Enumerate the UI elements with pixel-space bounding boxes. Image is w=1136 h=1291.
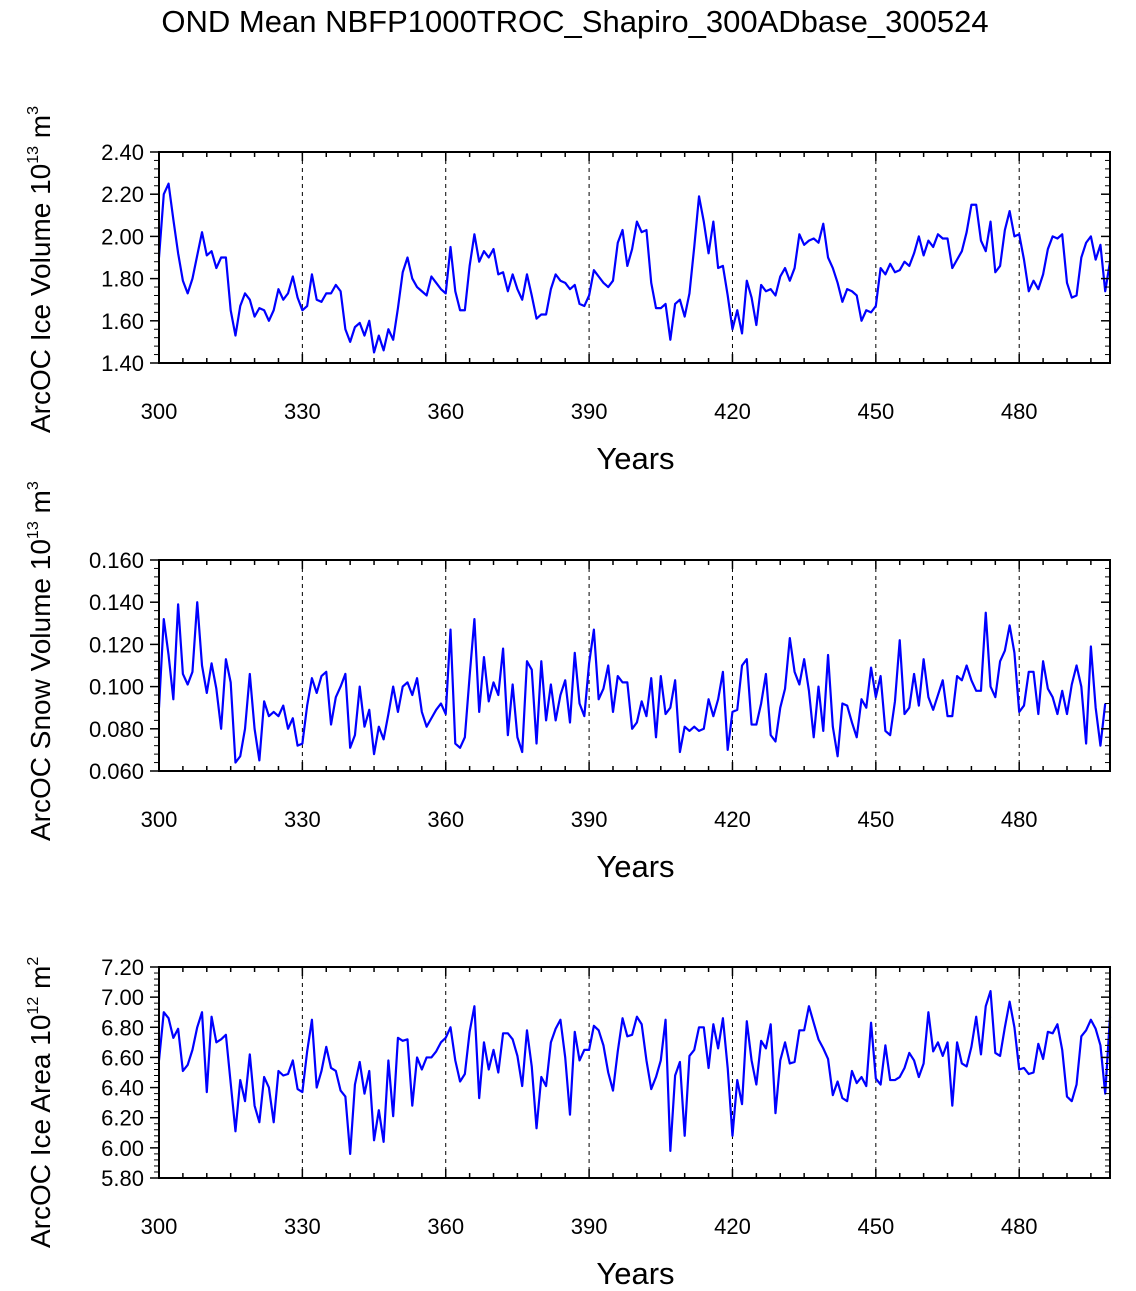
series-line: [157, 182, 1112, 354]
y-tick-label: 6.40: [101, 1076, 144, 1101]
y-tick-label: 6.20: [101, 1106, 144, 1131]
y-tick-label: 0.080: [89, 717, 144, 742]
panel-snow-volume: 300 330 360 390 420 450 480 0.060 0.080 0.100 0.12…: [25, 481, 1111, 884]
x-tick-label: 420: [714, 1214, 751, 1239]
y-tick-label: 7.20: [101, 955, 144, 980]
y-tick-label: 6.00: [101, 1136, 144, 1161]
y-tick-label: 0.060: [89, 759, 144, 784]
x-tick-label: 450: [857, 399, 894, 424]
y-title-unit-exponent: 3: [25, 481, 42, 490]
y-tick-label: 1.80: [101, 267, 144, 292]
y-tick-label: 0.140: [89, 590, 144, 615]
x-tick-label: 390: [571, 1214, 608, 1239]
x-tick-label: 330: [284, 399, 321, 424]
x-tick-label: 450: [857, 807, 894, 832]
y-title-exponent: 13: [25, 146, 42, 164]
x-tick-label: 300: [141, 1214, 178, 1239]
y-title-unit: m: [25, 490, 56, 521]
y-title-unit-exponent: 3: [25, 106, 42, 115]
panels: 300 330 360 390 420 450 480 1.40 1.60 1.80 2.00 2.2…: [25, 106, 1112, 1291]
x-tick-label: 480: [1001, 807, 1038, 832]
x-tick-label: 330: [284, 1214, 321, 1239]
y-tick-label: 2.00: [101, 224, 144, 249]
y-tick-label: 0.100: [89, 675, 144, 700]
y-title-exponent: 12: [25, 997, 42, 1015]
x-tick-label: 480: [1001, 1214, 1038, 1239]
x-tick-label: 480: [1001, 399, 1038, 424]
x-axis-title: Years: [596, 1256, 674, 1291]
x-tick-label: 330: [284, 807, 321, 832]
x-axis-title: Years: [596, 441, 674, 476]
y-tick-label: 5.80: [101, 1166, 144, 1191]
x-tick-label: 450: [857, 1214, 894, 1239]
y-axis-title: ArcOC Ice Area 1012 m2: [25, 957, 56, 1248]
y-tick-label: 6.80: [101, 1015, 144, 1040]
y-tick-label: 6.60: [101, 1045, 144, 1070]
y-title-unit-exponent: 2: [25, 957, 42, 966]
y-tick-label: 0.120: [89, 632, 144, 657]
y-title-unit: m: [25, 115, 56, 146]
y-title-main: ArcOC Snow Volume 10: [25, 539, 56, 841]
series-line: [157, 990, 1112, 1155]
y-tick-label: 0.160: [89, 548, 144, 573]
y-tick-label: 2.20: [101, 182, 144, 207]
y-title-unit: m: [25, 966, 56, 997]
plot-frame: [158, 559, 1111, 772]
x-axis-title: Years: [596, 849, 674, 884]
x-tick-label: 390: [571, 399, 608, 424]
plot-frame: [158, 151, 1111, 364]
y-title-main: ArcOC Ice Area 10: [25, 1015, 56, 1248]
y-tick-label: 7.00: [101, 985, 144, 1010]
y-tick-label: 1.60: [101, 309, 144, 334]
x-tick-label: 360: [427, 1214, 464, 1239]
y-tick-label: 1.40: [101, 351, 144, 376]
y-axis-title: ArcOC Snow Volume 1013 m3: [25, 481, 56, 841]
y-tick-label: 2.40: [101, 140, 144, 165]
figure-title: OND Mean NBFP1000TROC_Shapiro_300ADbase_…: [161, 4, 988, 39]
x-tick-label: 300: [141, 399, 178, 424]
y-title-main: ArcOC Ice Volume 10: [25, 164, 56, 433]
series-line: [157, 601, 1107, 764]
panel-ice-area: 300 330 360 390 420 450 480 5.80 6.00 6.20 6.40 6.6…: [25, 955, 1112, 1291]
y-title-exponent: 13: [25, 521, 42, 539]
x-tick-label: 360: [427, 399, 464, 424]
x-tick-label: 420: [714, 807, 751, 832]
x-tick-label: 300: [141, 807, 178, 832]
plot-frame: [158, 966, 1111, 1179]
panel-ice-volume: 300 330 360 390 420 450 480 1.40 1.60 1.80 2.00 2.2…: [25, 106, 1112, 476]
x-tick-label: 390: [571, 807, 608, 832]
x-tick-label: 360: [427, 807, 464, 832]
y-axis-title: ArcOC Ice Volume 1013 m3: [25, 106, 56, 433]
x-tick-label: 420: [714, 399, 751, 424]
